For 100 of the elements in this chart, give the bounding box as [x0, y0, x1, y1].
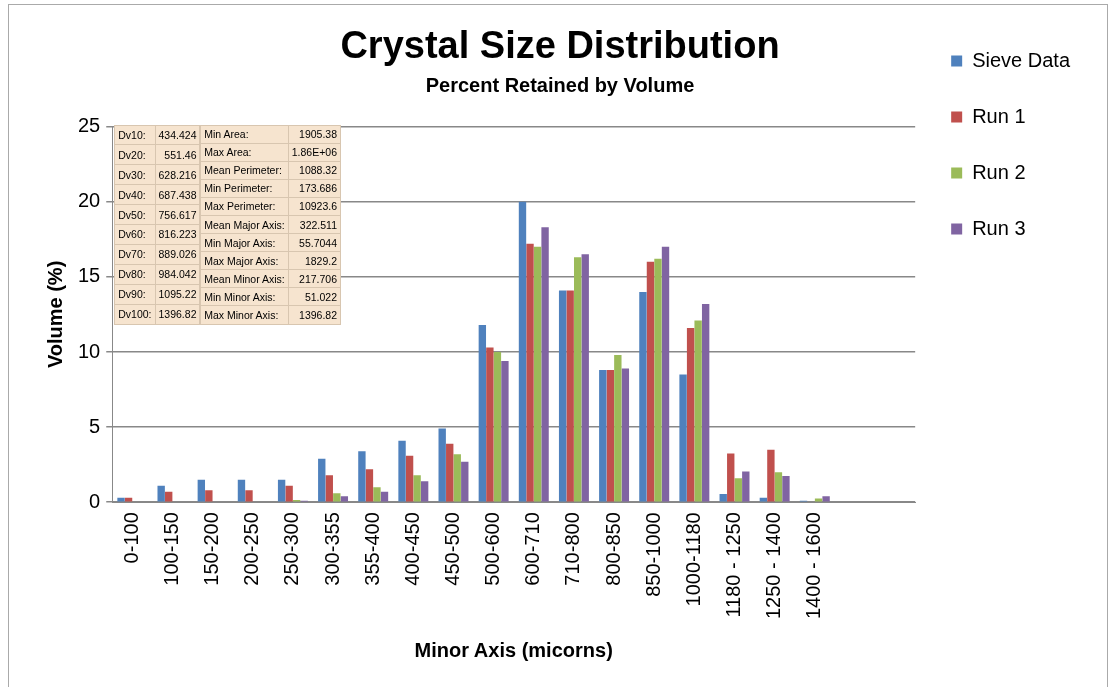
bar	[782, 475, 790, 502]
bar	[581, 254, 589, 502]
bar	[245, 490, 253, 502]
y-tick-label: 25	[78, 114, 101, 137]
bar	[606, 370, 614, 502]
text: Max Major Axis: 1829.2	[204, 254, 338, 267]
bar	[197, 479, 206, 502]
text: Dv70: 889.026	[118, 248, 197, 261]
bar	[541, 227, 549, 502]
bar	[742, 471, 750, 502]
bar	[599, 370, 607, 502]
bar	[774, 472, 783, 502]
bar	[701, 303, 710, 502]
bar	[621, 368, 630, 502]
y-axis-title: Volume (%)	[43, 260, 66, 369]
legend-label: Run 3	[972, 216, 1026, 239]
bar	[318, 458, 326, 502]
text: Max Area: 1.86E+06	[204, 146, 338, 159]
bar	[446, 443, 454, 502]
chart-subtitle: Percent Retained by Volume	[425, 74, 695, 97]
bar	[501, 361, 509, 502]
x-tick-label: 450-500	[441, 512, 463, 586]
y-tick-label: 20	[78, 189, 101, 212]
bar	[679, 374, 687, 502]
bar	[646, 261, 655, 502]
x-tick-label: 710-800	[561, 512, 584, 586]
bar	[486, 347, 494, 502]
bar	[205, 490, 213, 502]
text: Min Perimeter: 173.686	[204, 182, 338, 195]
text: Dv60: 816.223	[118, 228, 197, 241]
chart-title: Crystal Size Distribution	[340, 24, 780, 67]
x-tick-label: 850-1000	[641, 512, 664, 597]
x-tick-label: 150-200	[200, 512, 223, 586]
y-tick-label: 10	[78, 339, 101, 362]
bar	[405, 455, 414, 502]
legend-label: Run 2	[972, 160, 1026, 183]
bar	[340, 496, 349, 502]
bar	[420, 481, 429, 502]
bar	[661, 246, 670, 502]
bar	[533, 246, 542, 502]
text: Mean Minor Axis: 217.706	[204, 272, 338, 285]
legend-label: Run 1	[972, 104, 1026, 127]
bar	[438, 428, 446, 502]
bar	[734, 478, 742, 502]
x-tick-label: 300-355	[320, 512, 343, 586]
text: Max Perimeter: 10923.6	[204, 200, 338, 213]
bar	[493, 351, 502, 502]
text: Dv80: 984.042	[118, 268, 197, 281]
text: Min Area: 1905.38	[204, 128, 338, 141]
text: Min Minor Axis: 51.022	[204, 290, 338, 303]
x-tick-label: 500-600	[481, 512, 504, 586]
text: Max Minor Axis: 1396.82	[204, 308, 338, 321]
bar	[398, 440, 406, 502]
x-tick-label: 1400 - 1600	[802, 512, 825, 620]
bar	[767, 449, 775, 502]
text: Mean Perimeter: 1088.32	[204, 164, 338, 177]
bar	[574, 257, 582, 502]
text: Dv50: 756.617	[118, 208, 197, 221]
x-tick-label: 1180 - 1250	[722, 512, 745, 618]
bar	[277, 479, 286, 502]
text: Mean Major Axis: 322.511	[204, 218, 338, 231]
x-axis-title: Minor Axis (micorns)	[414, 638, 613, 661]
bar	[639, 291, 647, 502]
bar	[526, 243, 534, 502]
bar	[814, 498, 823, 502]
bar	[478, 324, 487, 502]
bar	[285, 485, 293, 502]
bar	[822, 496, 830, 502]
text: Dv40: 687.438	[118, 188, 197, 201]
bar	[461, 461, 469, 502]
bar	[358, 451, 366, 502]
bar	[686, 327, 695, 502]
x-tick-label: 600-710	[521, 512, 544, 586]
legend-label: Sieve Data	[972, 48, 1071, 71]
x-tick-label: 800-850	[601, 512, 624, 586]
bar	[333, 493, 341, 502]
bar	[365, 469, 374, 502]
x-tick-label: 200-250	[240, 512, 263, 586]
x-tick-label: 100-150	[159, 512, 182, 586]
bar	[373, 487, 381, 502]
text: Dv20: 551.46	[118, 148, 197, 161]
bar	[237, 479, 246, 502]
text: Dv90: 1095.22	[118, 288, 197, 301]
bar	[413, 475, 421, 502]
bar	[614, 354, 622, 502]
bar	[566, 290, 574, 502]
bar	[157, 485, 165, 502]
x-tick-label: 400-450	[400, 512, 423, 586]
x-tick-label: 250-300	[280, 512, 303, 586]
x-tick-label: 1000-1180	[681, 512, 704, 607]
text: Dv10: 434.424	[118, 129, 197, 142]
bar	[518, 201, 527, 502]
x-tick-label: 355-400	[360, 512, 383, 586]
x-tick-label: 1250 - 1400	[762, 512, 785, 620]
bar	[727, 453, 735, 502]
text: Dv30: 628.216	[118, 168, 197, 181]
annotation: Dv100: 1396.82	[117, 307, 198, 323]
bar	[558, 290, 567, 502]
text: Min Major Axis: 55.7044	[204, 236, 338, 249]
x-tick-label: 0-100	[119, 512, 142, 564]
